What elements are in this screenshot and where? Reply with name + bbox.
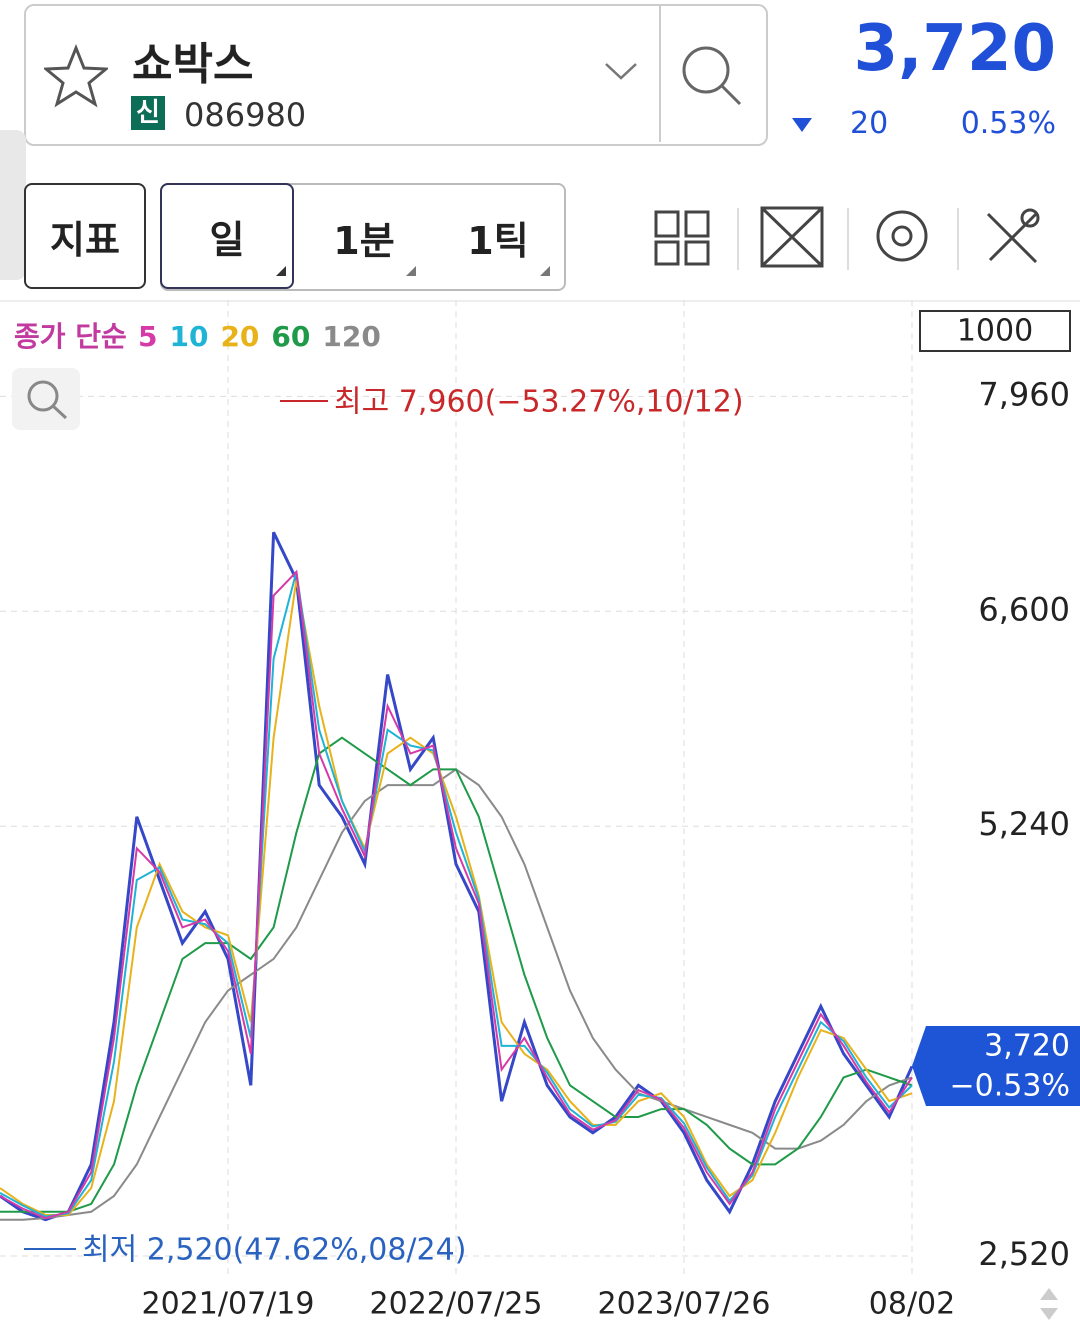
annotation-high: 최고 7,960(−53.27%,10/12)	[334, 385, 744, 420]
stock-code: 086980	[184, 96, 307, 134]
legend-entry: 10	[169, 320, 208, 353]
market-badge: 신	[131, 96, 165, 130]
x-tick-label: 2021/07/19	[142, 1287, 315, 1322]
plot	[0, 531, 914, 1222]
price-change: 20	[850, 106, 889, 141]
divider	[659, 6, 661, 142]
period-day[interactable]: 일	[160, 183, 294, 289]
favorite-star[interactable]	[44, 44, 108, 108]
zoom-icon	[51, 404, 68, 420]
x-tick-label: 2022/07/25	[370, 1287, 543, 1322]
legend-title: 종가 단순	[14, 320, 127, 353]
scale-box-label: 1000	[957, 314, 1033, 349]
zoom-icon	[27, 380, 59, 412]
scale-box[interactable]	[919, 310, 1071, 352]
y-tick-label: 2,520	[978, 1235, 1070, 1273]
layout-icon[interactable]	[654, 210, 710, 266]
zoom-button[interactable]	[12, 368, 80, 430]
last-price: 3,720	[984, 1029, 1070, 1064]
legend-entry: 60	[271, 320, 310, 353]
tools-icon[interactable]	[986, 208, 1040, 264]
legend-entry: 20	[220, 320, 259, 353]
y-tick-label: 5,240	[978, 805, 1070, 843]
x-tick-label: 08/02	[869, 1287, 955, 1322]
y-tick-label: 7,960	[978, 375, 1070, 413]
search-button[interactable]	[680, 44, 744, 108]
price-line	[0, 531, 914, 1222]
x-tick-label: 2023/07/26	[598, 1287, 771, 1322]
stock-name: 쇼박스	[132, 39, 254, 90]
legend-entry: 5	[138, 320, 157, 353]
legend-entry: 120	[322, 320, 380, 353]
y-tick-label: 6,600	[978, 590, 1070, 628]
ma-line	[0, 579, 913, 1216]
last-price-pct: −0.53%	[950, 1069, 1070, 1104]
ma-line	[0, 571, 913, 1218]
dropdown-chevron[interactable]	[604, 60, 638, 84]
annotation-low: 최저 2,520(47.62%,08/24)	[82, 1233, 466, 1268]
grid	[0, 300, 913, 1275]
scroll-up[interactable]	[1040, 1288, 1058, 1300]
ma-line	[0, 569, 913, 1220]
x-axis-band	[0, 1278, 1080, 1338]
side-handle[interactable]	[0, 130, 26, 280]
scroll-down[interactable]	[1040, 1308, 1058, 1320]
down-arrow	[792, 118, 812, 132]
period-tick[interactable]: 1틱	[467, 219, 529, 263]
price-change-pct: 0.53%	[960, 106, 1056, 141]
toolbar-icons	[276, 206, 1040, 276]
period-minute[interactable]: 1분	[333, 219, 395, 263]
settings-icon[interactable]	[876, 210, 928, 262]
fullscreen-icon[interactable]	[760, 206, 824, 268]
current-price: 3,720	[853, 12, 1056, 86]
separator	[0, 300, 1080, 302]
last-price-tag	[912, 1026, 1080, 1106]
indicator-button[interactable]: 지표	[24, 183, 146, 289]
stock-search-box[interactable]	[24, 4, 768, 146]
